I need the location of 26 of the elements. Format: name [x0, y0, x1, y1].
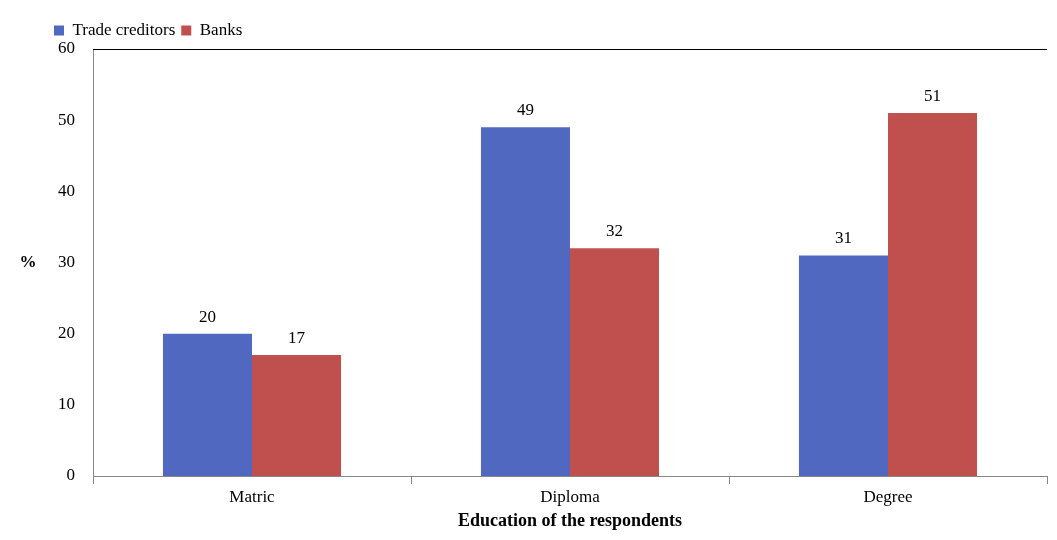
bar [888, 113, 978, 476]
bar [798, 255, 888, 476]
y-tick-label: 0 [66, 465, 75, 485]
data-label: 20 [198, 306, 216, 326]
y-tick-label: 20 [58, 323, 75, 343]
data-label: 49 [516, 100, 534, 120]
bar [252, 355, 342, 476]
bar [162, 333, 252, 476]
y-tick-label: 60 [58, 38, 75, 58]
data-label: 51 [924, 86, 942, 106]
x-axis-title: Education of the respondents [457, 509, 683, 530]
data-label: 32 [606, 221, 624, 241]
y-axis-title: % [19, 251, 37, 271]
y-tick-label: 50 [58, 109, 75, 129]
legend-label: Trade creditors [72, 19, 176, 39]
y-tick-label: 10 [58, 394, 75, 414]
bar [570, 248, 660, 476]
data-label: 17 [288, 327, 306, 347]
data-label: 31 [834, 228, 852, 248]
y-tick-label: 40 [58, 180, 75, 200]
legend-label: Banks [199, 19, 243, 39]
x-tick-label: Matric [229, 486, 276, 506]
bar [480, 127, 570, 476]
x-tick-label: Degree [863, 486, 913, 506]
x-tick-label: Diploma [540, 486, 601, 506]
y-tick-label: 30 [58, 251, 75, 271]
